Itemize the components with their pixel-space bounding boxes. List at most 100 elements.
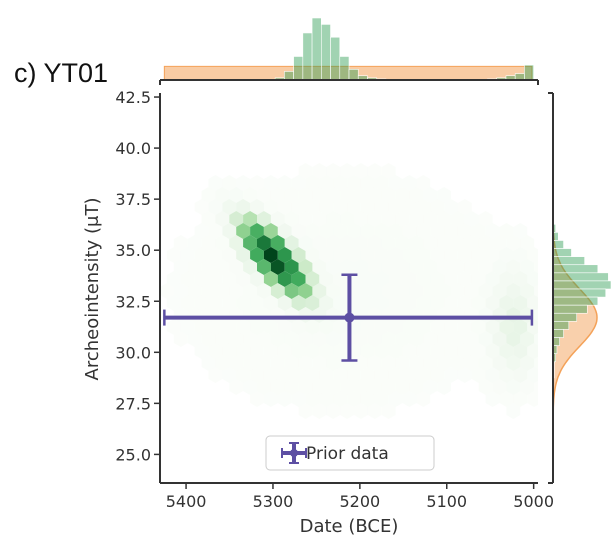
hexbin-cell [257,187,271,203]
hexbin-cell [492,235,507,251]
hexbin-cell [222,319,237,335]
hexbin-cell [367,403,382,419]
hexbin-cell [416,367,431,383]
hexbin-cell [298,211,313,227]
hexbin-cell [291,223,306,239]
hexbin-cell [298,235,313,251]
hexbin-cell [402,391,417,407]
hexbin-cell [257,355,271,371]
marginal-x-bar [330,36,341,81]
hexbin-cell [340,187,354,203]
hexbin-cell [506,355,521,371]
hexbin-cell [381,211,396,227]
hexbin-cell [499,295,514,311]
hexbin-cell [416,391,431,407]
hexbin-cell [513,343,528,359]
hexbin-cell [527,271,538,287]
hexbin-cell [229,379,244,395]
hexbin-cell [360,175,375,191]
marginal-y-bar [552,304,588,314]
hexbin-cell [243,379,257,395]
hexbin-cell [305,175,320,191]
hexbin-cell [222,295,237,311]
hexbin-cell [437,283,451,299]
hexbin-cell [263,175,278,191]
hexbin-cell [326,379,341,395]
hexbin-cell [423,211,438,227]
hexbin-cell [208,319,223,335]
hexbin-cell [416,175,431,191]
hexbin-cell [388,295,403,311]
hexbin-cell [291,391,306,407]
hexbin-cell [388,199,403,215]
hexbin-cell [457,271,472,287]
hexbin-cell [326,211,341,227]
hexbin-cell [187,235,202,251]
hexbin-cell [423,331,438,347]
hexbin-cell [527,319,538,335]
hexbin-cell [236,367,251,383]
hexbin-cell [499,271,514,287]
hexbin-cell [367,259,382,275]
hexbin-cell [478,211,493,227]
hexbin-cell [430,247,445,263]
hexbin-cell [243,235,257,251]
hexbin-cell [451,331,465,347]
hexbin-cell [201,235,216,251]
hexbin-cell [319,367,334,383]
hexbin-cell [457,319,472,335]
hexbin-cell [471,223,486,239]
hexbin-cell [444,199,458,215]
hexbin-cell [215,355,230,371]
hexbin-cell [284,259,299,275]
hexbin-cell [312,331,327,347]
hexbin-cell [263,199,278,215]
marginal-x-histogram [159,17,539,85]
hexbin-cell [215,235,230,251]
hexbin-cell [257,235,271,251]
hexbin-cell [243,259,257,275]
marginal-y-bar [552,312,578,322]
hexbin-cell [229,211,244,227]
hexbin-cell [333,175,348,191]
hexbin-cell [236,223,251,239]
hexbin-cell [298,403,313,419]
hexbin-cell [402,367,417,383]
hexbin-cell [277,319,292,335]
hexbin-cell [374,175,389,191]
marginal-y-histogram [548,92,612,484]
hexbin-cell [381,235,396,251]
hexbin-cell [520,283,535,299]
hexbin-cell [166,295,181,311]
hexbin-cell [451,355,465,371]
hexbin-cell [277,175,292,191]
hexbin-cell [319,175,334,191]
hexbin-cell [187,331,202,347]
hexbin-cell [395,283,410,299]
hexbin-cell [409,235,424,251]
hexbin-cell [416,223,431,239]
hexbin-cell [527,367,538,383]
hexbin-cell [360,367,375,383]
hexbin-cell [471,271,486,287]
hexbin-cell [360,319,375,335]
hexbin-cell [534,332,538,346]
hexbin-cell [471,319,486,335]
hexbin-cell [222,223,237,239]
hexbin-cell [402,199,417,215]
hexbin-cell [243,355,257,371]
hexbin-cell [520,379,535,395]
hexbin-cell [478,283,493,299]
hexbin-cell [416,319,431,335]
hexbin-cell [312,163,327,179]
hexbin-cell [312,211,327,227]
hexbin-cell [457,223,472,239]
hexbin-cell [236,343,251,359]
hexbin-cell [499,367,514,383]
hexbin-cell [291,295,306,311]
hexbin-cell [409,379,424,395]
hexbin-cell [222,271,237,287]
hexbin-cell [263,367,278,383]
hexbin-cell [423,235,438,251]
hexbin-cell [492,331,507,347]
